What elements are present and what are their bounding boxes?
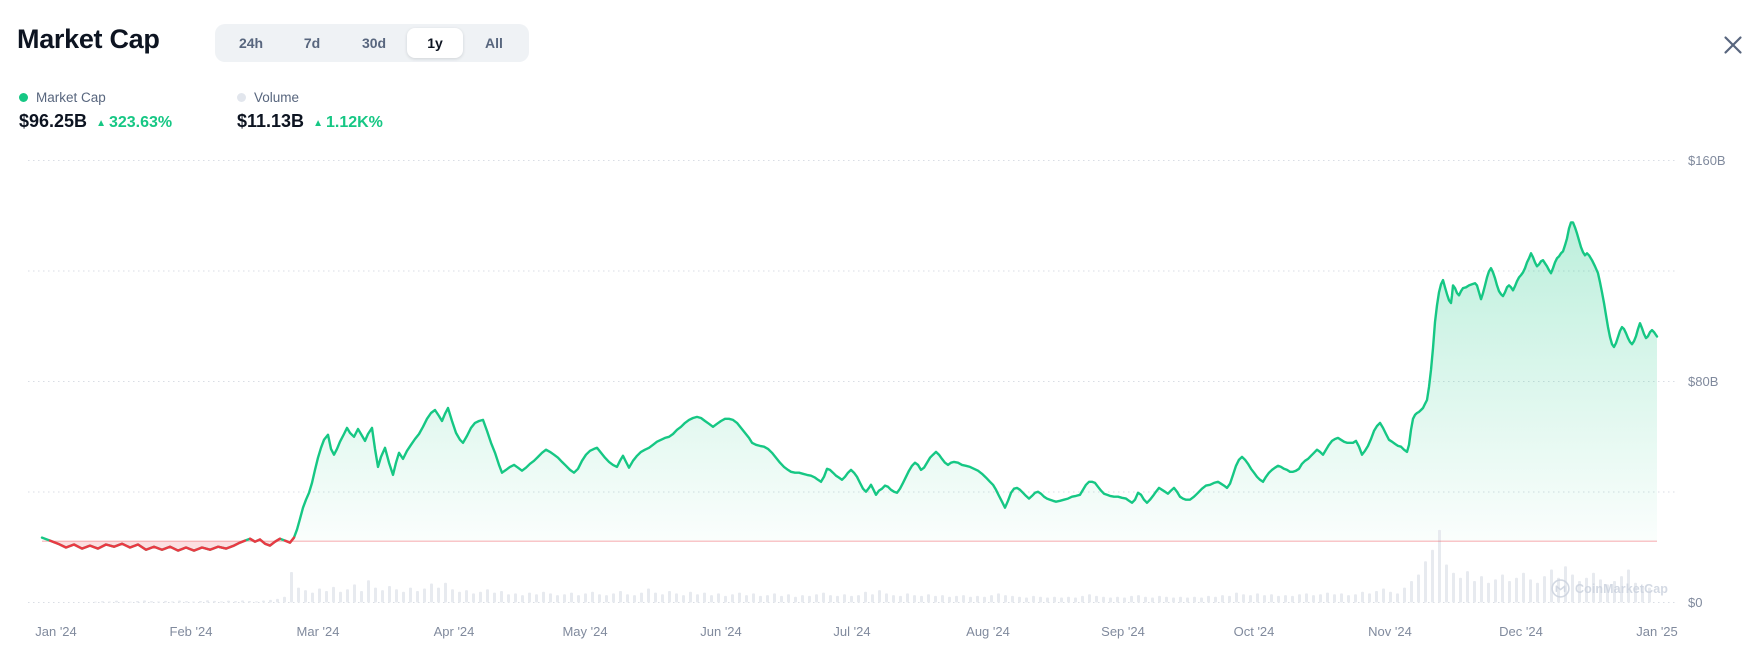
- volume-legend-label: Volume: [254, 90, 300, 105]
- market-cap-legend-dot-icon: [19, 93, 28, 102]
- page-title: Market Cap: [17, 24, 160, 54]
- x-axis-label: Apr '24: [433, 624, 475, 639]
- x-axis-label: May '24: [562, 624, 608, 639]
- x-axis-label: Nov '24: [1368, 624, 1412, 639]
- market-cap-series-block: Market Cap $96.25B ▲ 323.63%: [19, 89, 172, 132]
- tab-all[interactable]: All: [463, 28, 525, 58]
- watermark-text: CoinMarketCap: [1575, 581, 1668, 596]
- x-axis-label: Mar '24: [296, 624, 340, 639]
- coinmarketcap-logo-icon: [1551, 579, 1570, 598]
- volume-legend-item[interactable]: Volume: [237, 89, 383, 106]
- x-axis-label: Jan '24: [35, 624, 77, 639]
- market-cap-legend-item[interactable]: Market Cap: [19, 89, 172, 106]
- volume-legend-dot-icon: [237, 93, 246, 102]
- volume-change: ▲ 1.12K%: [313, 114, 383, 132]
- x-axis-label: Jun '24: [700, 624, 742, 639]
- close-icon: [1724, 36, 1742, 54]
- volume-value-row: $11.13B ▲ 1.12K%: [237, 111, 383, 132]
- tab-24h[interactable]: 24h: [219, 28, 283, 58]
- coinmarketcap-watermark: CoinMarketCap: [1551, 579, 1668, 598]
- tab-1y[interactable]: 1y: [407, 28, 463, 58]
- volume-change-pct: 1.12K%: [325, 114, 383, 131]
- y-axis-label-80b: $80B: [1688, 373, 1719, 389]
- x-axis-label: Oct '24: [1233, 624, 1275, 639]
- volume-series-block: Volume $11.13B ▲ 1.12K%: [237, 89, 383, 132]
- time-range-tabs: 24h 7d 30d 1y All: [215, 24, 529, 62]
- y-axis-label-0: $0: [1688, 594, 1703, 610]
- market-cap-value-row: $96.25B ▲ 323.63%: [19, 111, 172, 132]
- tab-7d[interactable]: 7d: [283, 28, 341, 58]
- x-axis-label: Aug '24: [966, 624, 1010, 639]
- change-up-icon: ▲: [313, 118, 323, 129]
- x-axis-label: Sep '24: [1101, 624, 1145, 639]
- y-axis-label-160b: $160B: [1688, 152, 1726, 168]
- x-axis-label: Dec '24: [1499, 624, 1543, 639]
- x-axis-label: Feb '24: [169, 624, 213, 639]
- market-cap-value: $96.25B: [19, 111, 88, 131]
- close-button[interactable]: [1719, 31, 1747, 59]
- change-up-icon: ▲: [96, 118, 106, 129]
- x-axis-label: Jan '25: [1636, 624, 1678, 639]
- market-cap-change: ▲ 323.63%: [96, 114, 172, 132]
- market-cap-legend-label: Market Cap: [36, 90, 106, 105]
- tab-30d[interactable]: 30d: [341, 28, 407, 58]
- market-cap-change-pct: 323.63%: [108, 114, 173, 131]
- volume-value: $11.13B: [237, 111, 305, 131]
- x-axis-label: Jul '24: [833, 624, 871, 639]
